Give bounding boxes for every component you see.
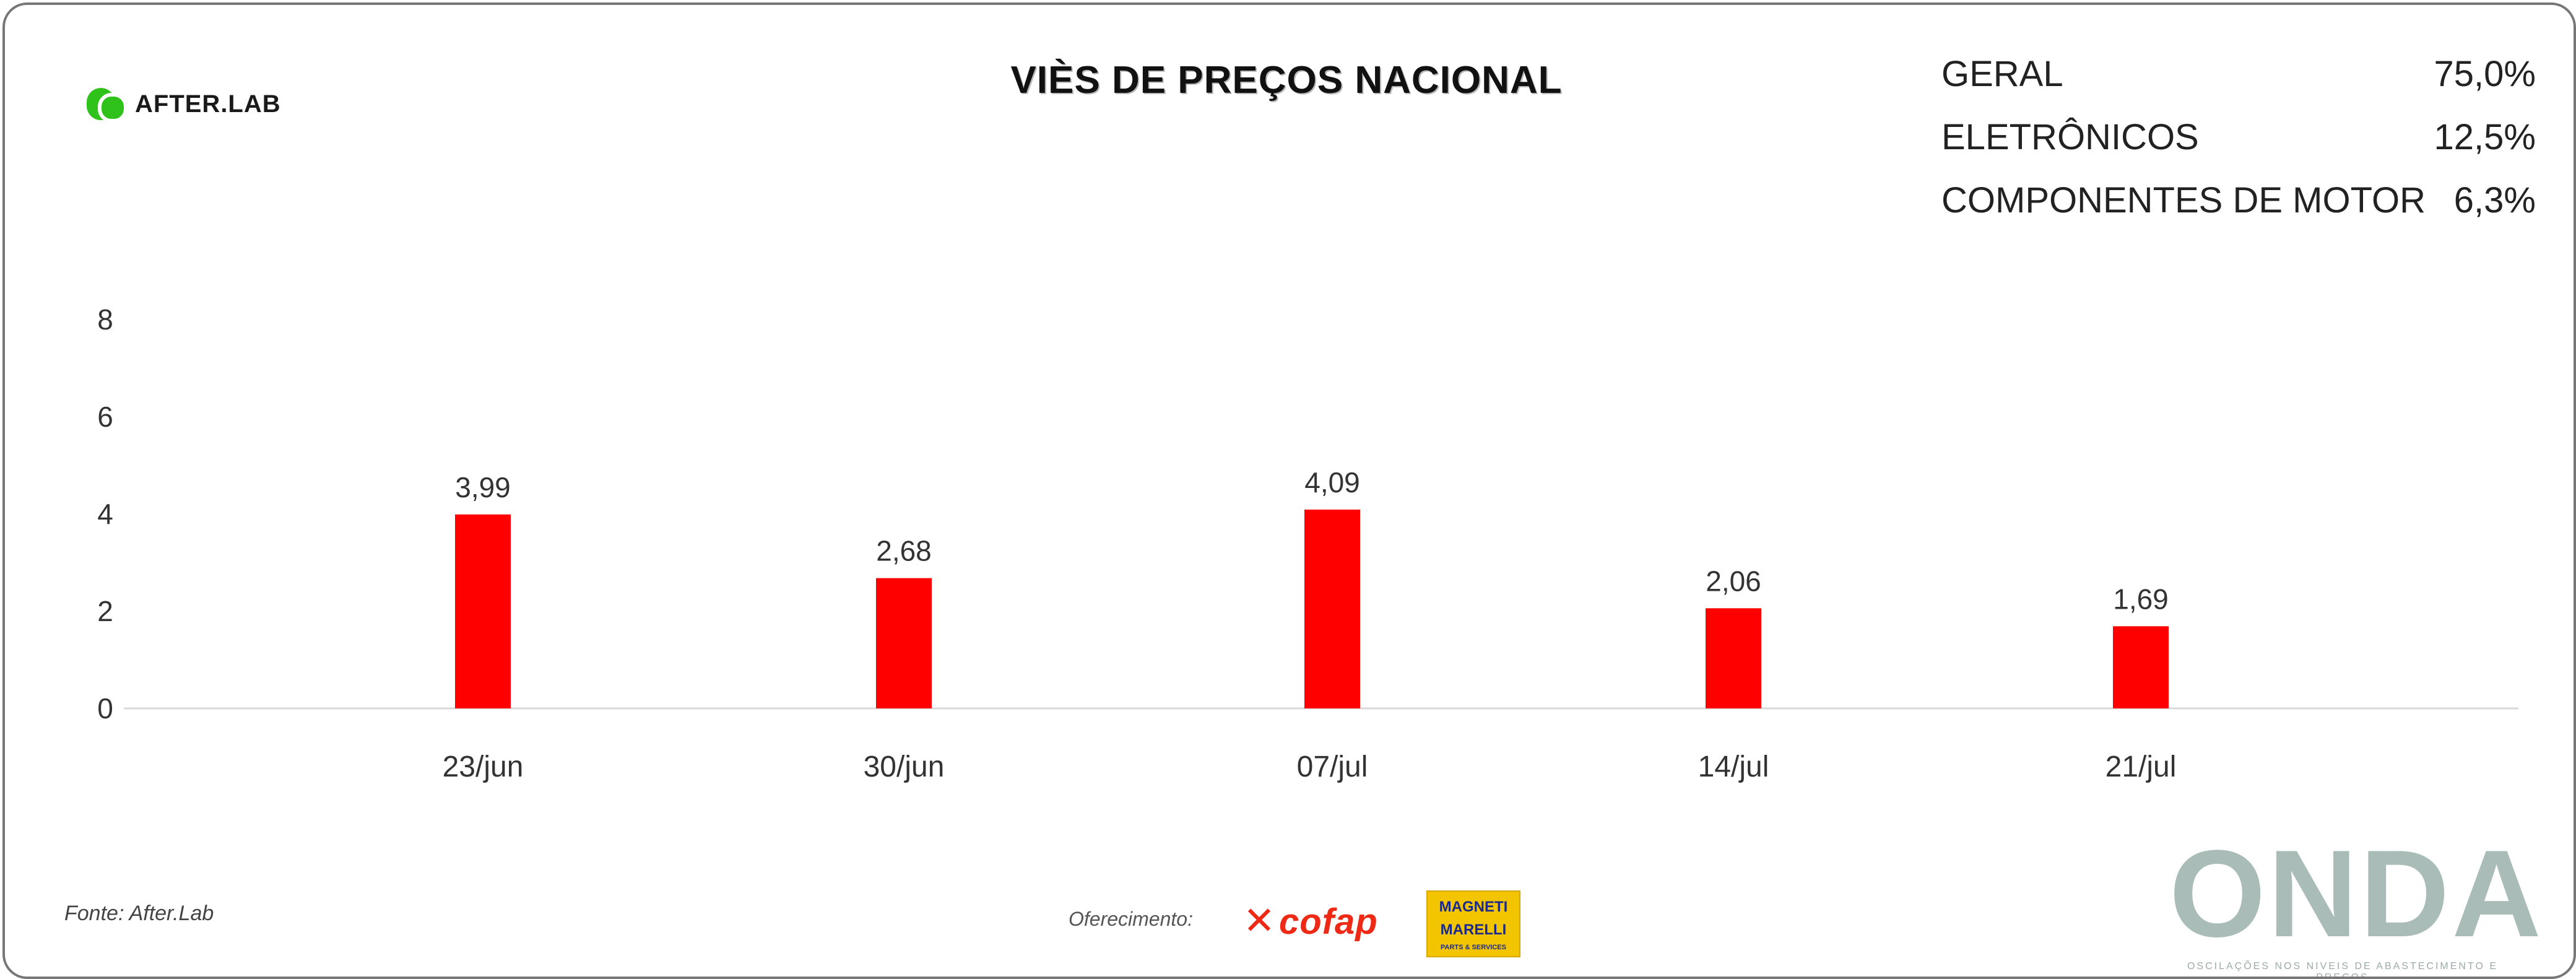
summary-value: 12,5% [2434, 116, 2536, 157]
summary-row-eletronicos: ELETRÔNICOS 12,5% [1941, 105, 2536, 168]
sponsor-label: Oferecimento: [1069, 908, 1193, 930]
summary-value: 75,0% [2434, 53, 2536, 94]
y-tick-label: 8 [97, 303, 113, 336]
data-label: 3,99 [455, 471, 511, 503]
source-note: Fonte: After.Lab [64, 902, 214, 925]
summary-row-geral: GERAL 75,0% [1941, 42, 2536, 105]
magneti-logo-sub: PARTS & SERVICES [1441, 944, 1506, 952]
bar [455, 514, 511, 708]
y-tick-label: 6 [97, 401, 113, 433]
afterlab-logo: AFTER.LAB [87, 85, 281, 123]
data-label: 1,69 [2113, 583, 2169, 615]
data-label: 2,68 [876, 535, 932, 567]
x-tick-label: 21/jul [2105, 751, 2177, 783]
bar [1304, 509, 1360, 708]
summary-label: COMPONENTES DE MOTOR [1941, 180, 2426, 220]
summary-value: 6,3% [2453, 180, 2536, 220]
summary-label: GERAL [1941, 53, 2063, 94]
cofap-x-icon: ✕ [1243, 900, 1275, 942]
bar [876, 578, 932, 708]
logo-text: AFTER.LAB [135, 90, 281, 118]
bar [1706, 608, 1761, 708]
onda-tagline: OSCILAÇÕES NOS NIVEIS DE ABASTECIMENTO E… [2187, 961, 2499, 979]
y-tick-label: 0 [97, 692, 113, 724]
data-label: 4,09 [1304, 466, 1360, 498]
x-tick-label: 14/jul [1698, 751, 1769, 783]
x-tick-label: 07/jul [1297, 751, 1368, 783]
summary-row-componentes: COMPONENTES DE MOTOR 6,3% [1941, 168, 2536, 232]
cofap-logo: ✕ cofap [1243, 897, 1378, 946]
x-tick-label: 23/jun [443, 751, 524, 783]
summary-label: ELETRÔNICOS [1941, 116, 2199, 157]
magneti-logo-line2: MARELLI [1440, 921, 1507, 939]
afterlab-logo-icon [87, 88, 128, 123]
magneti-marelli-logo: MAGNETI MARELLI PARTS & SERVICES [1426, 890, 1520, 957]
data-label: 2,06 [1706, 565, 1761, 597]
magneti-logo-line1: MAGNETI [1439, 899, 1508, 915]
onda-logo: ONDA OSCILAÇÕES NOS NIVEIS DE ABASTECIME… [2169, 825, 2544, 979]
y-tick-label: 4 [97, 498, 113, 530]
summary-table: GERAL 75,0% ELETRÔNICOS 12,5% COMPONENTE… [1941, 42, 2536, 232]
bar-chart: 0 2 4 6 8 3,99 23/jun 2,68 30/jun 4,09 07/jul 2,06 1… [97, 303, 2518, 783]
chart-title: VIÈS DE PREÇOS NACIONAL [1010, 59, 1563, 102]
cofap-logo-text: cofap [1278, 901, 1378, 942]
onda-logo-text: ONDA [2169, 825, 2544, 963]
y-tick-label: 2 [97, 595, 113, 627]
x-tick-label: 30/jun [864, 751, 945, 783]
bar [2113, 626, 2169, 708]
